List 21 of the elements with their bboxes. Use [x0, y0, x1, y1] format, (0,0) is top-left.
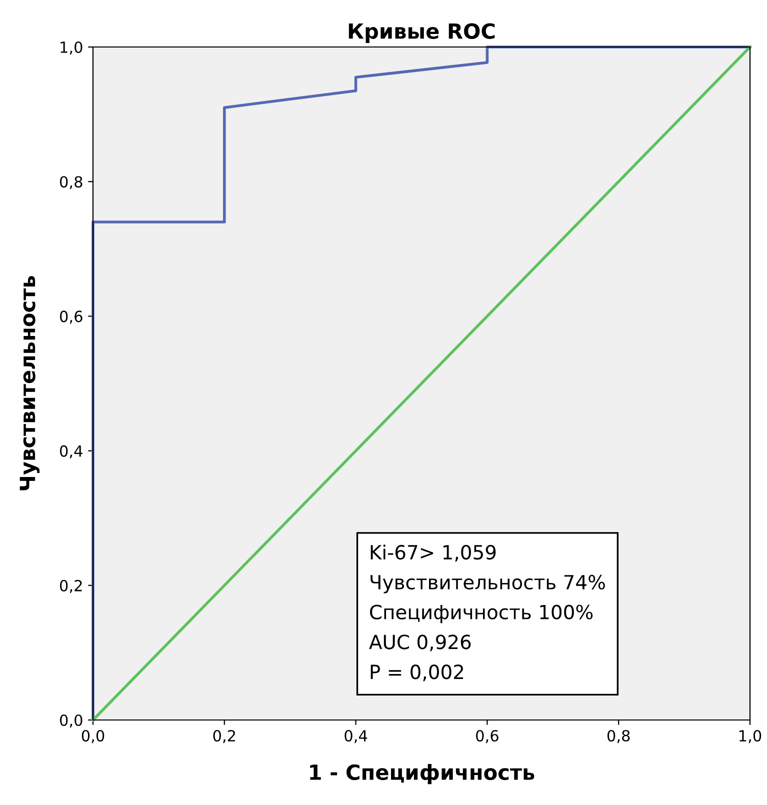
x-tick-label: 0,0: [82, 730, 104, 744]
x-tick-label: 0,2: [213, 730, 236, 744]
y-tick-label: 0,8: [60, 176, 82, 190]
y-tick-label: 0,0: [60, 714, 82, 728]
annotation: Ki-67> 1,059: [370, 544, 496, 562]
chart-title: Кривые ROC: [348, 23, 495, 43]
x-tick-label: 1,0: [740, 730, 762, 744]
annotation: Чувствительность 74%: [370, 574, 605, 594]
y-axis-title: Чувствительность: [20, 276, 40, 490]
y-tick-label: 1,0: [60, 41, 82, 55]
y-tick-label: 0,2: [60, 580, 82, 593]
x-tick-label: 0,6: [476, 730, 498, 744]
x-tick-label: 0,8: [607, 730, 630, 744]
x-axis-title: 1 - Специфичность: [310, 764, 534, 784]
annotation: Специфичность 100%: [370, 604, 593, 624]
y-tick-label: 0,4: [60, 445, 82, 458]
y-tick-label: 0,6: [60, 310, 82, 324]
annotation: P = 0,002: [370, 664, 464, 682]
annotation: AUC 0,926: [369, 634, 471, 652]
line-series: [92, 46, 752, 722]
x-tick-label: 0,4: [344, 730, 368, 744]
